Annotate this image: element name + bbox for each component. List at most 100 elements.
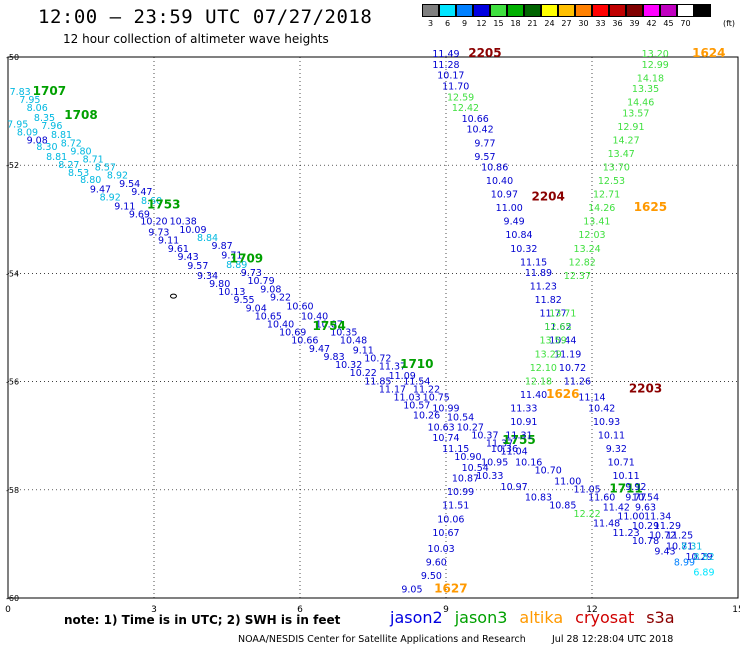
- wave-height-value: 8.92: [100, 192, 121, 203]
- wave-height-value: 10.78: [632, 536, 659, 547]
- wave-height-value: 14.46: [627, 98, 654, 109]
- wave-height-value: 8.92: [107, 171, 128, 182]
- wave-height-value: 11.37: [379, 362, 406, 373]
- wave-height-value: 13.71: [549, 309, 576, 320]
- footer-timestamp: Jul 28 12:28:04 UTC 2018: [552, 634, 674, 645]
- latitude-tick-label: -54: [6, 269, 19, 278]
- legend-entry-cryosat: cryosat: [575, 608, 635, 627]
- track-time-label: 2204: [531, 189, 564, 203]
- wave-height-value: 13.57: [622, 109, 649, 120]
- colorbar-label: 45: [663, 19, 674, 28]
- legend-entry-altika: altika: [519, 608, 564, 627]
- latitude-tick-label: -58: [6, 486, 19, 495]
- wave-height-value: 11.23: [612, 528, 639, 539]
- colorbar-cell: [507, 4, 524, 17]
- longitude-tick-label: 12: [586, 605, 597, 615]
- wave-height-value: 14.27: [612, 136, 639, 147]
- wave-height-value: 10.40: [301, 311, 328, 322]
- wave-height-value: 10.22: [350, 368, 377, 379]
- wave-height-value: 8.06: [27, 103, 48, 114]
- wave-height-value: 8.27: [58, 160, 79, 171]
- wave-height-value: 11.15: [442, 444, 469, 455]
- wave-height-value: 10.83: [525, 493, 552, 504]
- wave-height-value: 11.60: [588, 493, 615, 504]
- wave-height-value: 10.16: [515, 457, 542, 468]
- wave-height-value: 12.10: [530, 363, 557, 374]
- colorbar-label: 30: [578, 19, 589, 28]
- wave-height-value: 10.60: [286, 302, 313, 313]
- wave-height-value: 13.35: [632, 84, 659, 95]
- wave-height-value: 8.35: [34, 113, 55, 124]
- colorbar-cell: [439, 4, 456, 17]
- wave-height-value: 11.31: [505, 430, 532, 441]
- wave-height-value: 11.23: [530, 282, 557, 293]
- wave-height-value: 10.69: [279, 328, 306, 339]
- colorbar-cell: [575, 4, 592, 17]
- footer-credit: NOAA/NESDIS Center for Satellite Applica…: [238, 634, 526, 645]
- track-time-label: 1754: [312, 319, 345, 333]
- wave-height-value: 12.37: [564, 271, 591, 282]
- colorbar-cell: [694, 4, 711, 17]
- colorbar-label: 70: [680, 19, 691, 28]
- colorbar-label: 21: [527, 19, 538, 28]
- wave-height-value: 10.29: [685, 552, 712, 563]
- colorbar-cell: [422, 4, 439, 17]
- wave-height-value: 10.42: [588, 403, 615, 414]
- colorbar-label: 36: [612, 19, 623, 28]
- wave-height-value: 11.00: [617, 512, 644, 523]
- page-subtitle: 12 hour collection of altimeter wave hei…: [63, 32, 329, 46]
- track-time-label: 1627: [434, 582, 467, 596]
- colorbar-label: 15: [493, 19, 504, 28]
- wave-height-value: 10.97: [491, 190, 518, 201]
- wave-height-value: 11.40: [520, 390, 547, 401]
- wave-height-value: 10.27: [457, 422, 484, 433]
- colorbar-label: 24: [544, 19, 555, 28]
- satellite-legend: jason2 jason3 altika cryosat s3a: [390, 608, 675, 627]
- track-time-label: 1710: [400, 357, 433, 371]
- wave-height-value: 9.55: [233, 295, 254, 306]
- colorbar-label: 33: [595, 19, 606, 28]
- colorbar-cell: [626, 4, 643, 17]
- wave-height-value: 9.04: [246, 303, 267, 314]
- wave-height-value: 8.81: [46, 152, 67, 163]
- wave-height-value: 10.33: [476, 471, 503, 482]
- wave-height-value: 10.66: [291, 336, 318, 347]
- wave-height-value: 9.49: [504, 217, 525, 228]
- track-time-label: 2203: [629, 381, 662, 395]
- wave-height-value: 10.57: [403, 401, 430, 412]
- wave-height-value: 9.34: [197, 271, 218, 282]
- wave-height-value: 10.72: [364, 354, 391, 365]
- wave-height-value: 10.17: [437, 71, 464, 82]
- track-time-label: 2205: [468, 46, 501, 60]
- colorbar-cell: [541, 4, 558, 17]
- wave-height-value: 10.29: [632, 521, 659, 532]
- wave-height-value: 9.47: [309, 344, 330, 355]
- wave-height-value: 11.82: [535, 295, 562, 306]
- wave-height-value: 10.67: [432, 528, 459, 539]
- wave-height-value: 11.05: [574, 485, 601, 496]
- wave-height-value: 10.74: [432, 433, 459, 444]
- wave-height-value: 8.57: [95, 163, 116, 174]
- wave-height-value: 8.60: [141, 196, 162, 207]
- wave-height-value: 11.22: [413, 384, 440, 395]
- colorbar-label: 9: [461, 19, 468, 28]
- wave-height-value: 12.71: [593, 190, 620, 201]
- wave-height-value: 7.95: [19, 95, 40, 106]
- wave-height-value: 10.40: [267, 320, 294, 331]
- longitude-tick-label: 9: [443, 605, 449, 615]
- wave-height-value: 11.37: [486, 439, 513, 450]
- wave-height-value: 11.77: [539, 309, 566, 320]
- track-time-label: 1707: [33, 84, 66, 98]
- track-time-label: 1755: [502, 433, 535, 447]
- wave-height-value: 8.81: [51, 130, 72, 141]
- wave-height-value: 10.54: [462, 463, 489, 474]
- wave-height-value: 11.49: [432, 49, 459, 60]
- wave-height-value: 9.08: [27, 136, 48, 147]
- latitude-tick-label: -50: [6, 53, 19, 62]
- colorbar-label: 18: [510, 19, 521, 28]
- wave-height-value: 8.82: [693, 552, 714, 563]
- island-outline: [169, 293, 177, 299]
- wave-height-value: 8.84: [197, 233, 218, 244]
- track-time-label: 1626: [546, 387, 579, 401]
